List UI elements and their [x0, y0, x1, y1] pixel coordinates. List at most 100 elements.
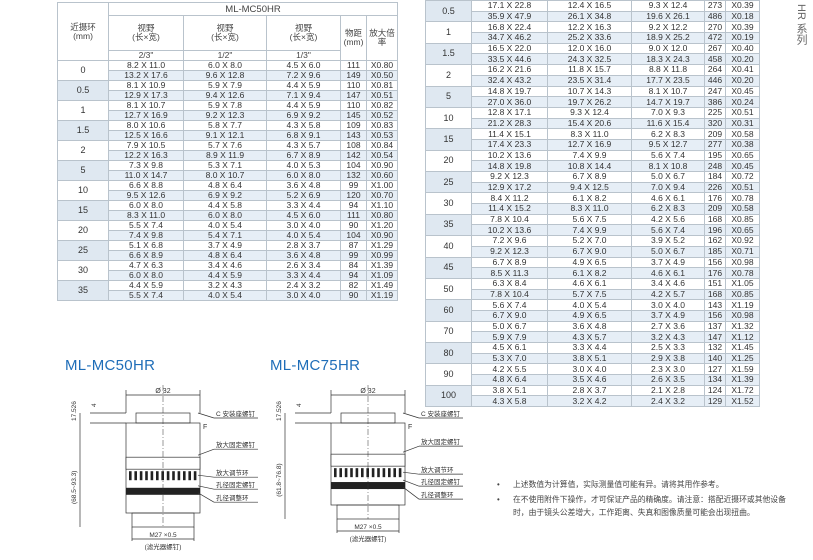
fov-1-3-cell: 2.6 X 3.4 [266, 260, 341, 271]
fov-1-3-cell: 3.3 X 4.4 [266, 270, 341, 281]
fov-1-3-cell: 3.0 X 4.0 [266, 290, 341, 301]
table-row: 20 10.2 X 13.6 7.4 X 9.9 5.6 X 7.4 195 X0.65 [425, 149, 760, 173]
fov-1-2-cell: 10.8 X 14.4 [547, 160, 632, 172]
working-distance-cell: 472 [704, 32, 726, 44]
working-distance-cell: 267 [704, 42, 726, 55]
fov-1-3-cell: 3.4 X 4.6 [631, 277, 705, 290]
magnification-cell: X0.31 [725, 117, 760, 130]
fov-1-2-cell: 19.7 X 26.2 [547, 96, 632, 108]
working-distance-cell: 209 [704, 128, 726, 140]
fov-1-3-cell: 3.6 X 4.8 [266, 250, 341, 261]
fov-2-3-cell: 9.5 X 12.6 [108, 190, 184, 201]
working-distance-cell: 99 [340, 250, 367, 261]
fov-1-3-cell: 5.0 X 6.7 [631, 171, 705, 183]
table-row: 15 11.4 X 15.1 8.3 X 11.0 6.2 X 8.3 209 X0.58 [425, 128, 760, 151]
working-distance-cell: 84 [340, 260, 367, 271]
magnification-cell: X0.58 [725, 203, 760, 215]
ring-size-cell: 1.5 [57, 120, 109, 141]
fov-2-3-cell: 7.9 X 10.5 [108, 140, 184, 151]
table-row: 1.5 16.5 X 22.0 12.0 X 16.0 9.0 X 12.0 267 X0… [425, 42, 760, 66]
fov-1-2-cell: 3.0 X 4.0 [547, 363, 632, 376]
working-distance-cell: 156 [704, 309, 726, 322]
sensor-header: 2/3" [108, 50, 184, 61]
table-row: 0.5 17.1 X 22.8 12.4 X 16.5 9.3 X 12.4 273 X0… [425, 0, 760, 23]
working-distance-cell: 147 [340, 90, 367, 101]
fov-2-3-cell: 13.2 X 17.6 [108, 70, 184, 81]
fov-1-2-cell: 8.3 X 11.0 [547, 128, 632, 140]
table-row: 5 7.3 X 9.8 5.3 X 7.1 4.0 X 5.3 104 X0.90 [57, 160, 398, 181]
table-row: 33.5 X 44.6 24.3 X 32.5 18.3 X 24.3 458 X0.2… [426, 53, 760, 66]
working-distance-cell: 196 [704, 224, 726, 237]
fov-1-2-cell: 6.9 X 9.2 [183, 190, 267, 201]
fov-1-2-cell: 23.5 X 31.4 [547, 74, 632, 87]
sensor-header: 1/3" [266, 50, 341, 61]
magnification-cell: X0.83 [366, 120, 398, 131]
fov-1-3-cell: 3.0 X 4.0 [266, 220, 341, 231]
table-row: 32.4 X 43.2 23.5 X 31.4 17.7 X 23.5 446 X0.2… [426, 74, 760, 87]
callout-label: 放大调节环 [421, 465, 454, 474]
fov-2-3-cell: 5.0 X 6.7 [471, 320, 548, 333]
fov-header: 视野 (长×宽) [183, 15, 267, 51]
callout-label: 孔径调整环 [421, 490, 454, 499]
fov-2-3-cell: 5.3 X 7.0 [471, 352, 548, 365]
working-distance-cell: 90 [340, 290, 367, 301]
table-row: 40 7.2 X 9.6 5.2 X 7.0 3.9 X 5.2 162 X0.92 [425, 235, 760, 258]
fov-1-2-cell: 3.2 X 4.3 [183, 280, 267, 291]
fov-1-3-cell: 3.0 X 4.0 [631, 299, 705, 311]
series-side-label: HR 系列 [795, 4, 807, 45]
fov-1-2-cell: 4.9 X 6.5 [547, 309, 632, 322]
note-item: • 上述数值为计算值，实际测量值可能有异。请将其用作参考。 [497, 480, 724, 489]
working-distance-cell: 82 [340, 280, 367, 291]
working-distance-cell: 176 [704, 267, 726, 279]
magnification-cell: X0.65 [725, 149, 760, 162]
fov-1-2-cell: 5.2 X 7.0 [547, 235, 632, 247]
thread-label: M27 ×0.5 [354, 524, 382, 531]
working-distance-cell: 248 [704, 160, 726, 172]
fov-2-3-cell: 32.4 X 43.2 [471, 74, 548, 87]
magnification-cell: X0.71 [725, 245, 760, 258]
fov-1-2-cell: 4.9 X 6.5 [547, 256, 632, 269]
fov-1-2-cell: 6.7 X 8.9 [547, 171, 632, 183]
fov-2-3-cell: 17.1 X 22.8 [471, 0, 548, 12]
table-row: 8.5 X 11.3 6.1 X 8.2 4.6 X 6.1 176 X0.78 [426, 267, 760, 279]
ring-size-cell: 10 [57, 180, 109, 201]
working-distance-cell: 90 [340, 220, 367, 231]
table-row: 7.8 X 10.4 5.7 X 7.5 4.2 X 5.7 168 X0.85 [426, 288, 760, 301]
fov-2-3-cell: 12.8 X 17.1 [471, 106, 548, 119]
magnification-cell: X0.90 [366, 160, 398, 171]
callout-label: 孔径调整环 [216, 493, 249, 502]
table-row: 1.5 8.0 X 10.6 5.8 X 7.7 4.3 X 5.8 109 X0.83 [57, 120, 398, 141]
thread-note: (滤光器螺钉) [145, 542, 182, 551]
magnification-cell: X0.58 [725, 128, 760, 140]
fov-2-3-cell: 16.2 X 21.6 [471, 64, 548, 76]
table-row: 0.5 8.1 X 10.9 5.9 X 7.9 4.4 X 5.9 110 X0.81 [57, 80, 398, 101]
fov-1-2-cell: 9.2 X 12.3 [183, 110, 267, 121]
fov-2-3-cell: 12.5 X 16.6 [108, 130, 184, 141]
fov-1-2-cell: 3.3 X 4.4 [547, 342, 632, 354]
table-row: 4.8 X 6.4 3.5 X 4.6 2.6 X 3.5 134 X1.39 [426, 374, 760, 386]
fov-1-3-cell: 3.3 X 4.4 [266, 200, 341, 211]
fov-2-3-cell: 4.8 X 6.4 [471, 374, 548, 386]
magnification-cell: X0.90 [366, 230, 398, 241]
fov-2-3-cell: 14.8 X 19.7 [471, 85, 548, 98]
fov-1-3-cell: 7.0 X 9.4 [631, 181, 705, 194]
fov-1-3-cell: 4.5 X 6.0 [266, 60, 341, 71]
ring-size-cell: 20 [425, 149, 472, 173]
table-row: 15 6.0 X 8.0 4.4 X 5.8 3.3 X 4.4 94 X1.10 [57, 200, 398, 221]
callout-label: 孔径固定螺钉 [421, 477, 461, 486]
mount-letter: F [408, 424, 412, 431]
fov-1-3-cell: 11.6 X 15.4 [631, 117, 705, 130]
fov-1-3-cell: 3.6 X 4.8 [266, 180, 341, 191]
fov-2-3-cell: 8.1 X 10.7 [108, 100, 184, 111]
fov-1-3-cell: 2.4 X 3.2 [266, 280, 341, 291]
table-row: 12.5 X 16.6 9.1 X 12.1 6.8 X 9.1 143 X0.53 [58, 130, 398, 141]
magnification-cell: X0.98 [725, 309, 760, 322]
table-row: 4.3 X 5.8 3.2 X 4.2 2.4 X 3.2 129 X1.52 [426, 395, 760, 408]
table-row: 10.2 X 13.6 7.4 X 9.9 5.6 X 7.4 196 X0.65 [426, 224, 760, 237]
mount-letter: F [203, 424, 207, 431]
fov-1-3-cell: 6.9 X 9.2 [266, 110, 341, 121]
fov-2-3-cell: 27.0 X 36.0 [471, 96, 548, 108]
fov-2-3-cell: 5.1 X 6.8 [108, 240, 184, 251]
lens-drawing-mc75: Ø 32 17.526 4 (61.8~76.8) F M27 ×0.5 (滤光器螺钉) C … [276, 385, 463, 543]
table-row: 6.0 X 8.0 4.4 X 5.9 3.3 X 4.4 94 X1.09 [58, 270, 398, 281]
